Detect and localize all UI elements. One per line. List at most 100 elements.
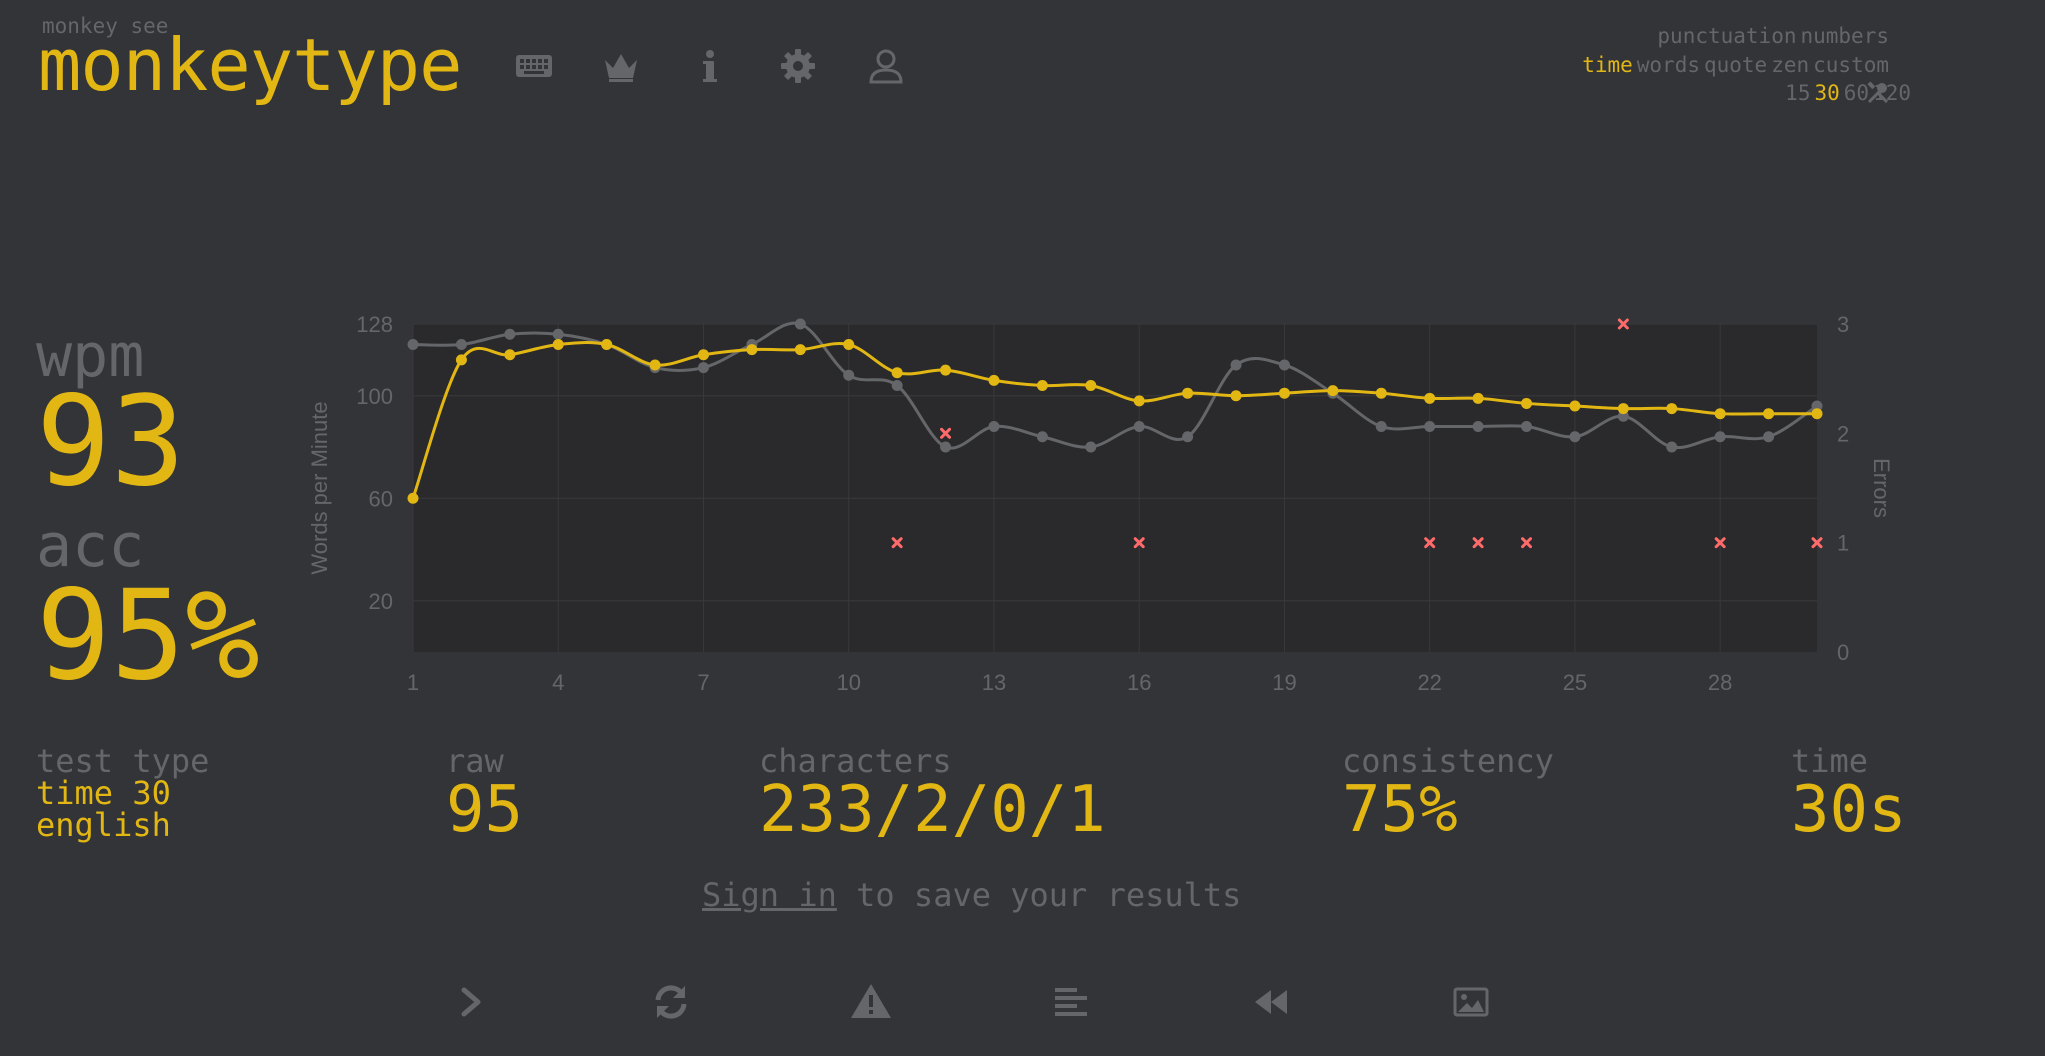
wpm-point [504,349,516,361]
config-mode-time[interactable]: time [1582,53,1633,77]
signin-link[interactable]: Sign in [702,876,837,914]
wpm-point [1327,385,1339,397]
test-type-mode: time 30 [36,774,171,812]
plot-background [413,324,1817,652]
raw-point [1666,441,1678,453]
wpm-point [455,354,467,366]
raw-value[interactable]: 95 [446,773,524,847]
wpm-point [1036,380,1048,391]
x-tick-label: 19 [1272,670,1296,695]
raw-point [697,362,709,374]
error-marker-stroke [1714,537,1726,549]
wpm-point [697,349,709,361]
wpm-point [1569,400,1581,412]
raw-point [1569,431,1581,443]
raw-point [1811,400,1823,412]
raw-point [1424,421,1436,432]
error-marker [891,537,903,549]
config-mode-quote[interactable]: quote [1703,53,1768,77]
wpm-point [1230,390,1242,402]
signin-prompt: Sign in to save your results [702,876,1241,914]
error-marker-stroke [1521,537,1533,549]
acc-value[interactable]: 95% [36,564,260,708]
wpm-point [601,339,613,350]
error-marker [1811,537,1823,549]
wpm-point [552,339,564,350]
wpm-point [988,374,1000,386]
error-marker [1714,537,1726,549]
error-marker-stroke [1133,537,1145,549]
keyboard-icon[interactable] [514,46,554,86]
config-mode-words[interactable]: words [1636,53,1700,77]
wpm-point [1278,387,1290,399]
config-punctuation[interactable]: punctuation [1657,24,1797,48]
raw-point [1521,421,1533,432]
logo-subtitle: monkey see [42,14,169,38]
tools-icon[interactable] [1866,81,1890,105]
wpm-point [1714,408,1726,420]
config-time-15[interactable]: 15 [1785,81,1811,105]
raw-point [843,369,855,381]
wpm-point [843,339,855,350]
config-time-60[interactable]: 60 [1843,81,1870,105]
x-tick-label: 10 [836,670,860,695]
raw-point [1763,431,1775,443]
wpm-point [1763,408,1775,420]
time-label: time [1791,742,1869,780]
info-icon[interactable] [690,46,730,86]
raw-point [407,339,419,350]
wpm-point [1424,392,1436,404]
next-test-icon[interactable] [449,980,493,1024]
screenshot-icon[interactable] [1449,980,1493,1024]
config-row-modifiers: punctuation numbers [1653,22,1889,50]
config-mode-custom[interactable]: custom [1813,53,1889,77]
wpm-point [1811,408,1823,420]
time-value[interactable]: 30s [1791,773,1907,847]
wpm-point [746,344,758,356]
error-marker [1133,537,1145,549]
wpm-point [407,492,419,504]
error-marker [940,427,952,439]
x-tick-label: 4 [552,670,564,695]
replay-icon[interactable] [1249,980,1293,1024]
raw-label: raw [446,742,504,780]
wpm-chart[interactable]: 20 60 100 128 0 1 2 3 1 4 7 10 13 16 19 22 25 28 Words pe… [290,300,1920,700]
config-mode-zen[interactable]: zen [1771,53,1810,77]
y-tick-label: 60 [369,486,393,511]
raw-point [891,380,903,391]
raw-point [1085,441,1097,453]
config-row-mode: time words quote zen custom [1578,51,1889,79]
raw-point [1182,431,1194,443]
report-icon[interactable] [849,980,893,1024]
raw-point [1375,421,1387,432]
crown-icon[interactable] [601,46,641,86]
x-tick-label: 13 [982,670,1006,695]
consistency-value[interactable]: 75% [1342,773,1458,847]
words-history-icon[interactable] [1049,980,1093,1024]
error-marker-stroke [1424,537,1436,549]
wpm-point [891,367,903,379]
characters-label: characters [759,742,952,780]
raw-point [1278,359,1290,371]
wpm-point [1666,403,1678,415]
characters-value[interactable]: 233/2/0/1 [759,773,1106,847]
consistency-label: consistency [1342,742,1554,780]
gear-icon[interactable] [778,46,818,86]
logo[interactable]: monkeytype [38,23,462,107]
config-numbers[interactable]: numbers [1800,24,1889,48]
raw-point [1036,431,1048,443]
wpm-point [940,364,952,376]
config-row-duration: 15 30 60 120 [1781,79,1911,107]
wpm-label: wpm [36,321,145,391]
y2-tick-label: 0 [1837,640,1849,665]
config-time-30[interactable]: 30 [1814,81,1840,105]
raw-point [794,318,806,330]
user-icon[interactable] [866,46,906,86]
acc-label: acc [36,511,145,581]
raw-point [940,441,952,453]
error-marker [1424,537,1436,549]
wpm-value[interactable]: 93 [36,370,186,514]
wpm-point [1085,380,1097,391]
wpm-point [649,359,661,371]
restart-icon[interactable] [649,980,693,1024]
